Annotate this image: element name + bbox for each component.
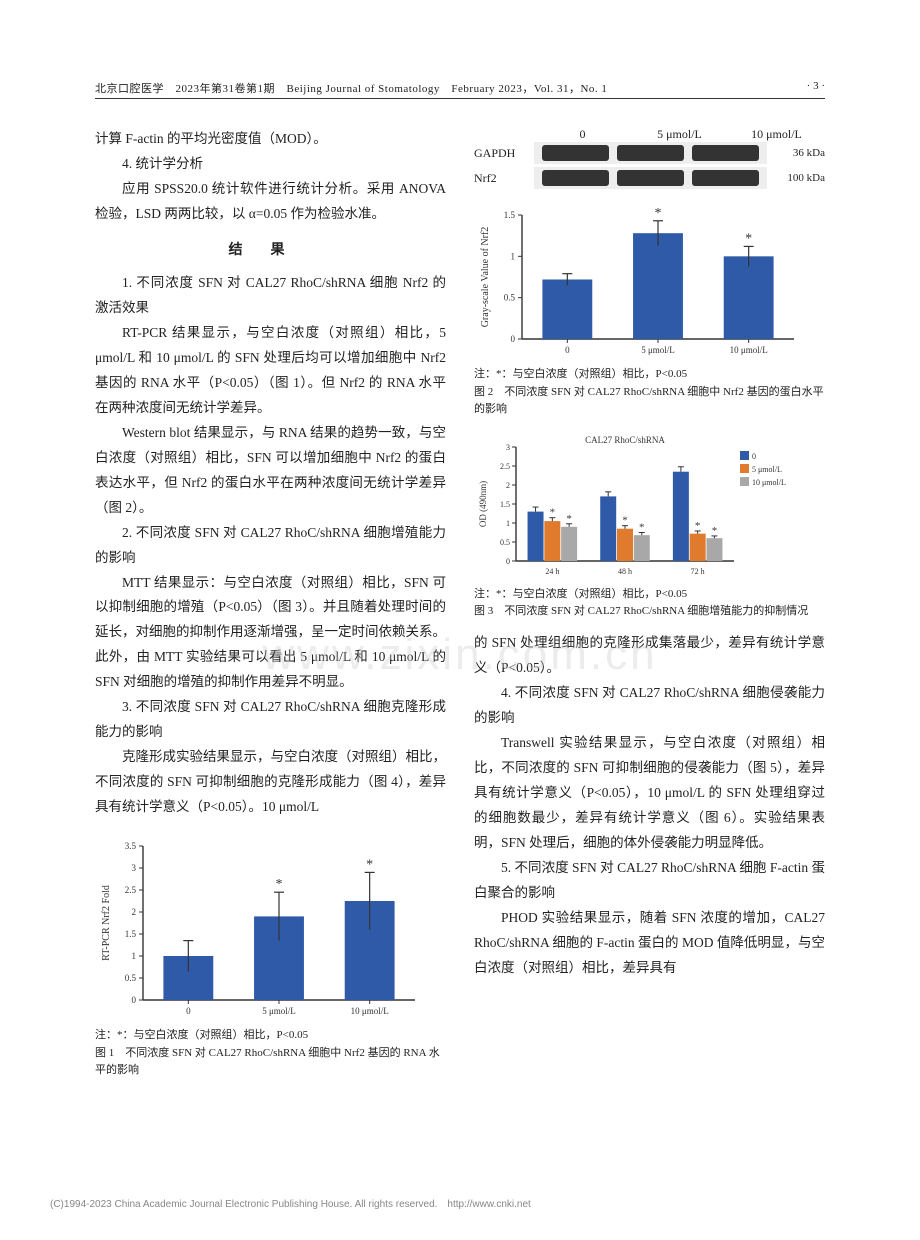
svg-text:*: * bbox=[745, 231, 752, 246]
r1-p2: Western blot 结果显示，与 RNA 结果的趋势一致，与空白浓度（对照… bbox=[95, 421, 446, 521]
svg-text:48 h: 48 h bbox=[618, 567, 632, 576]
svg-text:2.5: 2.5 bbox=[500, 462, 510, 471]
page-number: · 3 · bbox=[807, 80, 825, 92]
right-column: 0 5 μmol/L 10 μmol/L GAPDH 36 kDa Nrf2 1… bbox=[474, 127, 825, 1090]
svg-text:*: * bbox=[622, 514, 628, 526]
r5-heading: 5. 不同浓度 SFN 对 CAL27 RhoC/shRNA 细胞 F-acti… bbox=[474, 856, 825, 906]
figure-1-chart: 0 0.5 1 1.5 2 2.5 3 3.5 RT-PCR Nrf2 Fold 0 * 5 μmol… bbox=[95, 832, 446, 1022]
svg-text:2: 2 bbox=[132, 907, 137, 917]
svg-text:0: 0 bbox=[752, 452, 756, 461]
svg-text:2: 2 bbox=[506, 481, 510, 490]
svg-text:0.5: 0.5 bbox=[125, 973, 137, 983]
svg-text:24 h: 24 h bbox=[545, 567, 559, 576]
svg-text:2.5: 2.5 bbox=[125, 885, 137, 895]
wb-h1: 5 μmol/L bbox=[631, 127, 728, 142]
svg-text:5 μmol/L: 5 μmol/L bbox=[641, 345, 675, 355]
wb-header: 0 5 μmol/L 10 μmol/L bbox=[474, 127, 825, 142]
wb-row-gapdh: GAPDH 36 kDa bbox=[474, 142, 825, 164]
r3-p1: 克隆形成实验结果显示，与空白浓度（对照组）相比，不同浓度的 SFN 可抑制细胞的… bbox=[95, 745, 446, 820]
wb-label-nrf2: Nrf2 bbox=[474, 171, 534, 186]
svg-text:10 μmol/L: 10 μmol/L bbox=[752, 478, 786, 487]
western-blot: 0 5 μmol/L 10 μmol/L GAPDH 36 kDa Nrf2 1… bbox=[474, 127, 825, 189]
r2-heading: 2. 不同浓度 SFN 对 CAL27 RhoC/shRNA 细胞增殖能力的影响 bbox=[95, 521, 446, 571]
svg-text:CAL27 RhoC/shRNA: CAL27 RhoC/shRNA bbox=[585, 435, 665, 445]
r4-p1: Transwell 实验结果显示，与空白浓度（对照组）相比，不同浓度的 SFN … bbox=[474, 731, 825, 856]
wb-row-nrf2: Nrf2 100 kDa bbox=[474, 167, 825, 189]
svg-text:1.5: 1.5 bbox=[504, 210, 516, 220]
svg-text:0: 0 bbox=[186, 1006, 191, 1016]
figure-1-caption: 图 1 不同浓度 SFN 对 CAL27 RhoC/shRNA 细胞中 Nrf2… bbox=[95, 1045, 446, 1080]
figure-2-caption: 图 2 不同浓度 SFN 对 CAL27 RhoC/shRNA 细胞中 Nrf2… bbox=[474, 384, 825, 419]
copyright-footer: (C)1994-2023 China Academic Journal Elec… bbox=[50, 1195, 531, 1210]
svg-text:*: * bbox=[695, 520, 701, 532]
figure-3-caption: 图 3 不同浓度 SFN 对 CAL27 RhoC/shRNA 细胞增殖能力的抑… bbox=[474, 603, 825, 621]
svg-text:*: * bbox=[712, 525, 718, 537]
r5-p1: PHOD 实验结果显示，随着 SFN 浓度的增加，CAL27 RhoC/shRN… bbox=[474, 906, 825, 981]
svg-text:3: 3 bbox=[132, 863, 137, 873]
svg-text:3: 3 bbox=[506, 443, 510, 452]
r1-heading: 1. 不同浓度 SFN 对 CAL27 RhoC/shRNA 细胞 Nrf2 的… bbox=[95, 271, 446, 321]
svg-text:1: 1 bbox=[506, 519, 510, 528]
issue-cn: 2023年第31卷第1期 bbox=[176, 83, 276, 95]
wb-size-nrf2: 100 kDa bbox=[767, 172, 825, 184]
svg-text:0.5: 0.5 bbox=[504, 293, 516, 303]
svg-text:0.5: 0.5 bbox=[500, 538, 510, 547]
journal-en: Beijing Journal of Stomatology bbox=[287, 83, 440, 95]
figure-2-chart: 0 0.5 1 1.5 Gray-scale Value of Nrf2 0 * 5 μmol… bbox=[474, 201, 825, 361]
intro-line: 计算 F-actin 的平均光密度值（MOD）。 bbox=[95, 127, 446, 152]
svg-text:0: 0 bbox=[506, 557, 510, 566]
svg-text:*: * bbox=[550, 506, 556, 518]
r4-heading: 4. 不同浓度 SFN 对 CAL27 RhoC/shRNA 细胞侵袭能力的影响 bbox=[474, 681, 825, 731]
r3-cont: 的 SFN 处理组细胞的克隆形成集落最少，差异有统计学意义（P<0.05）。 bbox=[474, 631, 825, 681]
svg-text:10 μmol/L: 10 μmol/L bbox=[351, 1006, 389, 1016]
svg-text:3.5: 3.5 bbox=[125, 841, 137, 851]
svg-text:OD (490nm): OD (490nm) bbox=[478, 481, 488, 527]
figure-2-note: 注：*：与空白浓度（对照组）相比，P<0.05 bbox=[474, 366, 825, 384]
wb-size-gapdh: 36 kDa bbox=[767, 147, 825, 159]
svg-text:*: * bbox=[655, 206, 662, 221]
svg-text:Gray-scale Value of Nrf2: Gray-scale Value of Nrf2 bbox=[480, 227, 491, 328]
r2-p1: MTT 结果显示：与空白浓度（对照组）相比，SFN 可以抑制细胞的增殖（P<0.… bbox=[95, 571, 446, 696]
journal-cn: 北京口腔医学 bbox=[95, 83, 164, 95]
wb-h2: 10 μmol/L bbox=[728, 127, 825, 142]
stats-heading: 4. 统计学分析 bbox=[95, 152, 446, 177]
figure-1-note: 注：*：与空白浓度（对照组）相比，P<0.05 bbox=[95, 1027, 446, 1045]
journal-header: 北京口腔医学 2023年第31卷第1期 Beijing Journal of S… bbox=[95, 80, 825, 99]
svg-text:0: 0 bbox=[565, 345, 570, 355]
svg-text:1: 1 bbox=[132, 951, 137, 961]
r1-p1: RT-PCR 结果显示，与空白浓度（对照组）相比，5 μmol/L 和 10 μ… bbox=[95, 321, 446, 421]
left-column: 计算 F-actin 的平均光密度值（MOD）。 4. 统计学分析 应用 SPS… bbox=[95, 127, 446, 1090]
svg-text:*: * bbox=[639, 521, 645, 533]
svg-text:RT-PCR Nrf2 Fold: RT-PCR Nrf2 Fold bbox=[101, 885, 112, 961]
svg-text:*: * bbox=[276, 877, 283, 892]
figure-3-note: 注：*：与空白浓度（对照组）相比，P<0.05 bbox=[474, 586, 825, 604]
svg-text:*: * bbox=[566, 513, 572, 525]
issue-en: February 2023，Vol. 31，No. 1 bbox=[451, 83, 607, 95]
results-title: 结果 bbox=[95, 239, 446, 259]
wb-h0: 0 bbox=[534, 127, 631, 142]
r3-heading: 3. 不同浓度 SFN 对 CAL27 RhoC/shRNA 细胞克隆形成能力的… bbox=[95, 695, 446, 745]
svg-text:5 μmol/L: 5 μmol/L bbox=[262, 1006, 296, 1016]
svg-text:5 μmol/L: 5 μmol/L bbox=[752, 465, 782, 474]
svg-text:1.5: 1.5 bbox=[125, 929, 137, 939]
svg-text:0: 0 bbox=[132, 995, 137, 1005]
svg-text:10 μmol/L: 10 μmol/L bbox=[730, 345, 768, 355]
figure-3-chart: 0 0.5 1 1.5 2 2.5 3 OD (490nm) CAL27 RhoC/shRNA *… bbox=[474, 431, 825, 581]
svg-text:*: * bbox=[366, 858, 373, 873]
svg-text:72 h: 72 h bbox=[691, 567, 705, 576]
svg-text:1: 1 bbox=[511, 251, 516, 261]
stats-body: 应用 SPSS20.0 统计软件进行统计分析。采用 ANOVA 检验，LSD 两… bbox=[95, 177, 446, 227]
wb-label-gapdh: GAPDH bbox=[474, 146, 534, 161]
svg-text:0: 0 bbox=[511, 334, 516, 344]
svg-text:1.5: 1.5 bbox=[500, 500, 510, 509]
